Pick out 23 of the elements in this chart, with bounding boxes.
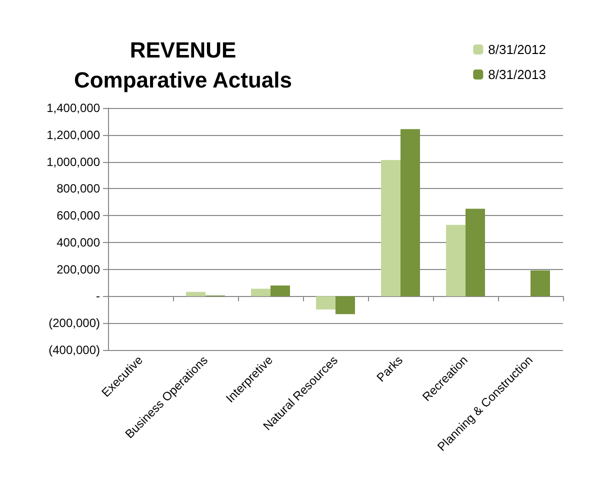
y-tick-label: 800,000 — [56, 182, 100, 196]
y-tick-label: 1,200,000 — [46, 128, 100, 142]
y-tick-label: 1,000,000 — [46, 154, 100, 169]
bar — [446, 224, 466, 296]
bar — [381, 160, 400, 296]
bar — [466, 208, 485, 296]
y-tick-label: (200,000) — [48, 316, 100, 330]
y-tick-label: 600,000 — [56, 208, 100, 223]
legend-label: 8/31/2013 — [488, 67, 546, 82]
chart-title: REVENUE Comparative Actuals — [74, 38, 292, 92]
bar — [270, 285, 290, 296]
bar — [186, 292, 206, 296]
bar — [251, 288, 270, 296]
y-tick-label: 200,000 — [56, 262, 100, 276]
y-tick-label: - — [96, 289, 100, 304]
bar — [530, 270, 550, 296]
y-tick-label: 1,400,000 — [46, 101, 100, 115]
y-tick-label: 400,000 — [56, 235, 100, 250]
legend-label: 8/31/2012 — [488, 42, 546, 57]
bar — [316, 296, 336, 310]
y-tick-label: (400,000) — [48, 343, 100, 357]
bar — [336, 296, 355, 314]
bar — [400, 129, 420, 296]
